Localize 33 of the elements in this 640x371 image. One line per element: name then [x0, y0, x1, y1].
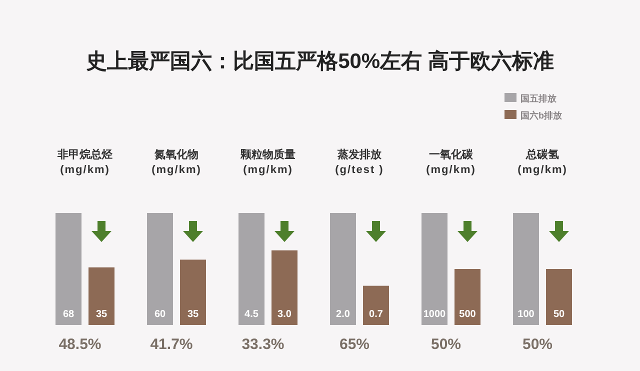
chart-subtitle: (mg/km) [152, 164, 202, 176]
text: 史上最严国六：比国五严格50%左右 高于欧六标准 [85, 49, 554, 73]
text: 50% [430, 336, 462, 353]
chart-title: 非甲烷总烃 [56, 148, 112, 161]
chart-title: 一氧化碳 [429, 148, 474, 161]
text: 41.7% [150, 336, 193, 353]
chart-title: 颗粒物质量 [240, 148, 296, 161]
data-label: 3.0 [278, 309, 292, 320]
text: 33.3% [242, 336, 284, 353]
legend-label: 国五排放 [520, 94, 558, 104]
data-label: 35 [96, 309, 108, 320]
legend-label: 国六b排放 [520, 110, 563, 120]
data-label: 100 [518, 309, 535, 320]
data-label: 4.5 [244, 309, 259, 320]
chart-title: 总碳氢 [525, 148, 559, 161]
data-label: 500 [459, 309, 476, 320]
chart-title: 氮氧化物 [154, 148, 198, 161]
data-label: 68 [62, 309, 74, 320]
chart-subtitle: (mg/km) [60, 164, 110, 176]
chart-subtitle: (mg/km) [518, 164, 568, 176]
data-label: 60 [154, 309, 166, 320]
data-label: 0.7 [369, 309, 384, 320]
text: 50% [522, 336, 553, 353]
chart-subtitle: (mg/km) [243, 164, 293, 176]
chart-subtitle: (g/test ) [335, 164, 384, 176]
data-label: 50 [553, 309, 565, 320]
data-label: 1000 [423, 309, 446, 320]
chart-title: 蒸发排放 [336, 148, 382, 161]
data-label: 35 [187, 309, 199, 320]
text: 48.5% [58, 336, 102, 353]
text: 65% [339, 336, 370, 353]
data-label: 2.0 [336, 309, 350, 320]
chart-subtitle: (mg/km) [426, 164, 476, 176]
